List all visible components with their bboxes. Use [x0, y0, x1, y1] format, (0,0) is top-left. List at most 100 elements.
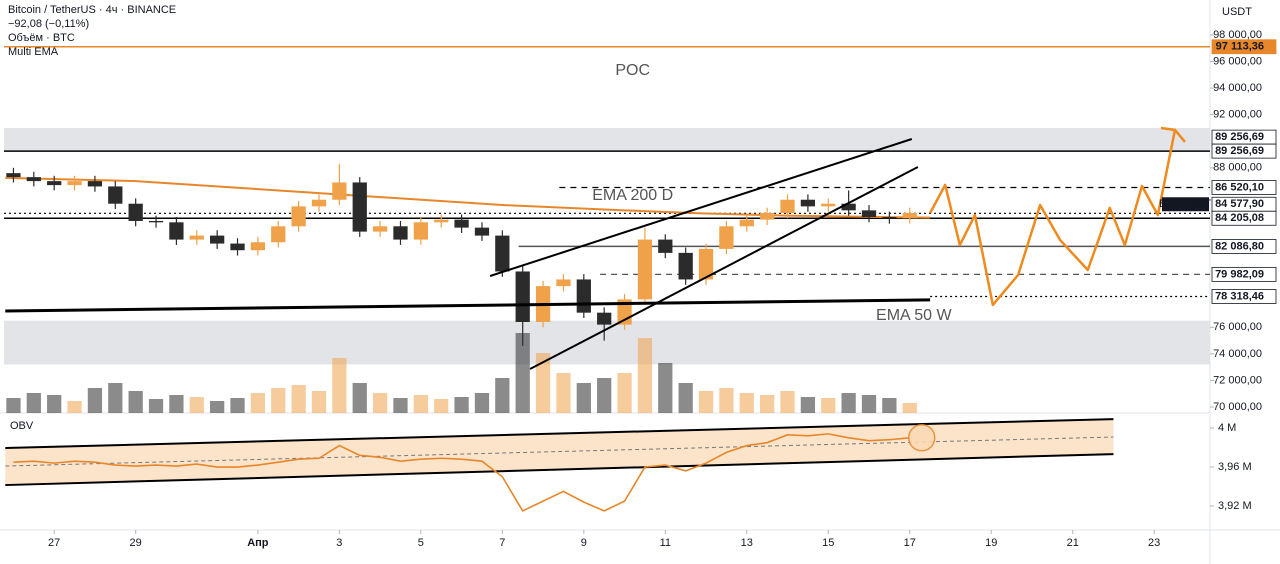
volume-bar	[902, 403, 917, 413]
candle-body	[148, 220, 164, 223]
volume-bar	[271, 388, 286, 413]
legend-line: −92,08 (−0,11%)	[8, 18, 89, 30]
y-tick-label: 96 000,00	[1213, 55, 1262, 67]
price-label-box	[1211, 143, 1277, 159]
symbol-tag-box	[1162, 197, 1209, 212]
candle-body	[47, 181, 62, 186]
price-label-box	[1211, 266, 1277, 282]
candle-body	[474, 227, 490, 236]
candle-body	[413, 222, 428, 240]
obv-y-tick-label: 3,92 M	[1218, 500, 1252, 512]
volume-bar	[6, 398, 21, 413]
y-tick-label: 70 000,00	[1213, 401, 1262, 413]
obv-highlight	[907, 424, 936, 452]
candle-body	[454, 219, 469, 228]
volume-bar	[678, 383, 693, 413]
candle-body	[678, 252, 693, 280]
candle-body	[6, 173, 21, 178]
y-tick-label: 98 000,00	[1213, 29, 1262, 41]
y-tick-label: 76 000,00	[1213, 321, 1262, 333]
zone	[4, 127, 1210, 152]
volume-bar	[413, 395, 428, 413]
candle-body	[250, 242, 266, 251]
obv-channel-upper	[5, 418, 1114, 450]
x-tick-label: 11	[660, 537, 671, 549]
candle-body	[576, 279, 591, 313]
candle-body	[698, 248, 714, 280]
x-tick-label: 19	[985, 537, 997, 549]
price-label: 78 318,46	[1215, 290, 1264, 302]
volume-bar	[47, 395, 62, 413]
candle-body	[861, 210, 877, 217]
volume-bar	[210, 401, 225, 413]
price-label: 79 982,09	[1215, 268, 1264, 280]
volume-bar	[637, 338, 653, 413]
candle-body	[515, 271, 530, 322]
projection-arrowhead	[1160, 126, 1186, 143]
volume-bar	[311, 391, 327, 413]
volume-bar	[474, 393, 490, 413]
annotation: EMA 50 W	[876, 307, 952, 324]
price-label-box	[1211, 239, 1277, 254]
volume-bar	[230, 398, 245, 413]
symbol-tag: BTCUSDT	[1159, 198, 1211, 210]
candle-body	[189, 235, 204, 240]
ema-200d	[5, 176, 931, 219]
price-label: 89 256,69	[1215, 131, 1264, 143]
candle-body	[108, 186, 123, 204]
trend-line	[5, 298, 931, 313]
candle-body	[87, 181, 103, 187]
annotation: EMA 200 D	[592, 187, 673, 204]
price-label: 84 205,08	[1215, 212, 1264, 224]
candle-body	[760, 213, 775, 220]
candle-body	[271, 226, 286, 243]
x-tick-label: Апр	[247, 537, 269, 549]
volume-bar	[128, 391, 143, 413]
x-tick-label: 5	[418, 537, 424, 549]
candle-body	[352, 182, 367, 232]
volume-bar	[454, 397, 469, 413]
volume-bar	[861, 395, 877, 413]
obv-channel-lower	[5, 453, 1114, 487]
candle-body	[26, 177, 41, 182]
candle-body	[821, 203, 836, 207]
x-tick-label: 9	[581, 537, 587, 549]
trend-line	[529, 166, 919, 370]
volume-bar	[332, 358, 347, 413]
volume-bar	[658, 363, 673, 413]
candle-body	[372, 226, 388, 232]
volume-bar	[719, 388, 734, 413]
annotation: POC	[615, 62, 650, 79]
x-tick-label: 23	[1148, 537, 1160, 549]
obv-line	[13, 433, 910, 512]
volume-bar	[535, 353, 551, 413]
currency: USDT	[1222, 6, 1252, 18]
projection	[929, 129, 1177, 307]
candle-body	[597, 312, 612, 325]
candle-body	[434, 219, 449, 223]
obv-y-tick-label: 3,96 M	[1218, 461, 1252, 473]
candle-body	[128, 203, 143, 221]
x-tick-label: 3	[336, 537, 342, 549]
price-label: 84 577,90	[1215, 198, 1264, 210]
obv-label: OBV	[10, 420, 34, 432]
volume-bar	[841, 393, 856, 413]
candle-body	[169, 222, 184, 240]
candle-body	[800, 199, 816, 207]
x-tick-label: 27	[48, 537, 60, 549]
candle-body	[311, 199, 327, 207]
price-label-box	[1211, 210, 1277, 226]
candle-body	[230, 243, 245, 251]
volume-bar	[352, 383, 367, 413]
obv-channel-middle	[5, 436, 1114, 467]
y-tick-label: 94 000,00	[1213, 82, 1262, 94]
candle-body	[882, 216, 897, 219]
price-label-box	[1211, 39, 1277, 55]
volume-bar	[169, 395, 184, 413]
volume-bar	[576, 383, 591, 413]
volume-bar	[434, 399, 449, 413]
volume-bar	[189, 397, 204, 413]
x-tick-label: 7	[499, 537, 505, 549]
volume-bar	[760, 395, 775, 413]
